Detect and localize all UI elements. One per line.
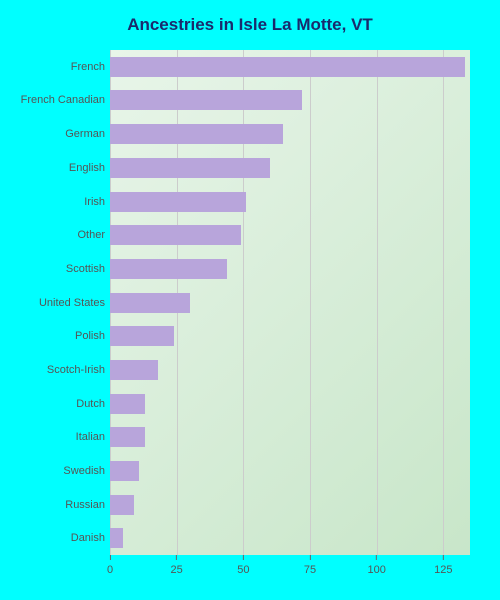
bar-row (110, 353, 158, 387)
x-tick: 100 (367, 555, 385, 576)
y-axis-label: French Canadian (21, 84, 105, 118)
bar-row (110, 185, 246, 219)
bar-row (110, 387, 145, 421)
bar-row (110, 252, 227, 286)
x-tick: 75 (304, 555, 316, 576)
bar-row (110, 454, 139, 488)
y-axis-label: Scottish (66, 252, 105, 286)
bar (110, 57, 465, 77)
x-tick: 0 (107, 555, 113, 576)
bar (110, 427, 145, 447)
y-axis-label: Italian (76, 420, 105, 454)
bar (110, 528, 123, 548)
x-tick: 25 (171, 555, 183, 576)
bar-row (110, 117, 283, 151)
bar (110, 461, 139, 481)
bar (110, 158, 270, 178)
y-axis-label: United States (39, 286, 105, 320)
bar-row (110, 420, 145, 454)
y-axis-label: Russian (65, 488, 105, 522)
bar (110, 259, 227, 279)
x-tick-mark (443, 555, 444, 560)
y-axis-label: Polish (75, 319, 105, 353)
y-axis-label: French (71, 50, 105, 84)
chart-title: Ancestries in Isle La Motte, VT (0, 15, 500, 35)
x-tick-mark (243, 555, 244, 560)
y-axis-label: Danish (71, 521, 105, 555)
x-tick: 125 (434, 555, 452, 576)
bar (110, 192, 246, 212)
bar (110, 326, 174, 346)
bar (110, 394, 145, 414)
bar-row (110, 84, 302, 118)
plot-area (110, 50, 470, 555)
bar-row (110, 218, 241, 252)
y-axis-label: German (65, 117, 105, 151)
x-tick-label: 75 (304, 564, 316, 576)
y-axis-label: Swedish (63, 454, 105, 488)
x-tick: 50 (237, 555, 249, 576)
x-tick-mark (310, 555, 311, 560)
chart-container: Ancestries in Isle La Motte, VT City-Dat… (0, 0, 500, 600)
x-tick-label: 125 (434, 564, 452, 576)
y-axis-label: Dutch (76, 387, 105, 421)
y-axis-label: Scotch-Irish (47, 353, 105, 387)
y-axis-label: Other (77, 218, 105, 252)
x-tick-label: 100 (367, 564, 385, 576)
bar-row (110, 521, 123, 555)
bar (110, 225, 241, 245)
bar (110, 495, 134, 515)
x-axis: 0 25 50 75 100 125 (110, 555, 470, 585)
bar-row (110, 50, 465, 84)
x-tick-mark (376, 555, 377, 560)
x-tick-label: 50 (237, 564, 249, 576)
y-axis-label: English (69, 151, 105, 185)
bar (110, 90, 302, 110)
x-tick-label: 25 (171, 564, 183, 576)
bar (110, 124, 283, 144)
bar-row (110, 488, 134, 522)
bars (110, 50, 470, 555)
x-tick-mark (176, 555, 177, 560)
bar (110, 360, 158, 380)
x-tick-mark (110, 555, 111, 560)
y-axis-label: Irish (84, 185, 105, 219)
bar (110, 293, 190, 313)
bar-row (110, 319, 174, 353)
bar-row (110, 151, 270, 185)
x-tick-label: 0 (107, 564, 113, 576)
bar-row (110, 286, 190, 320)
